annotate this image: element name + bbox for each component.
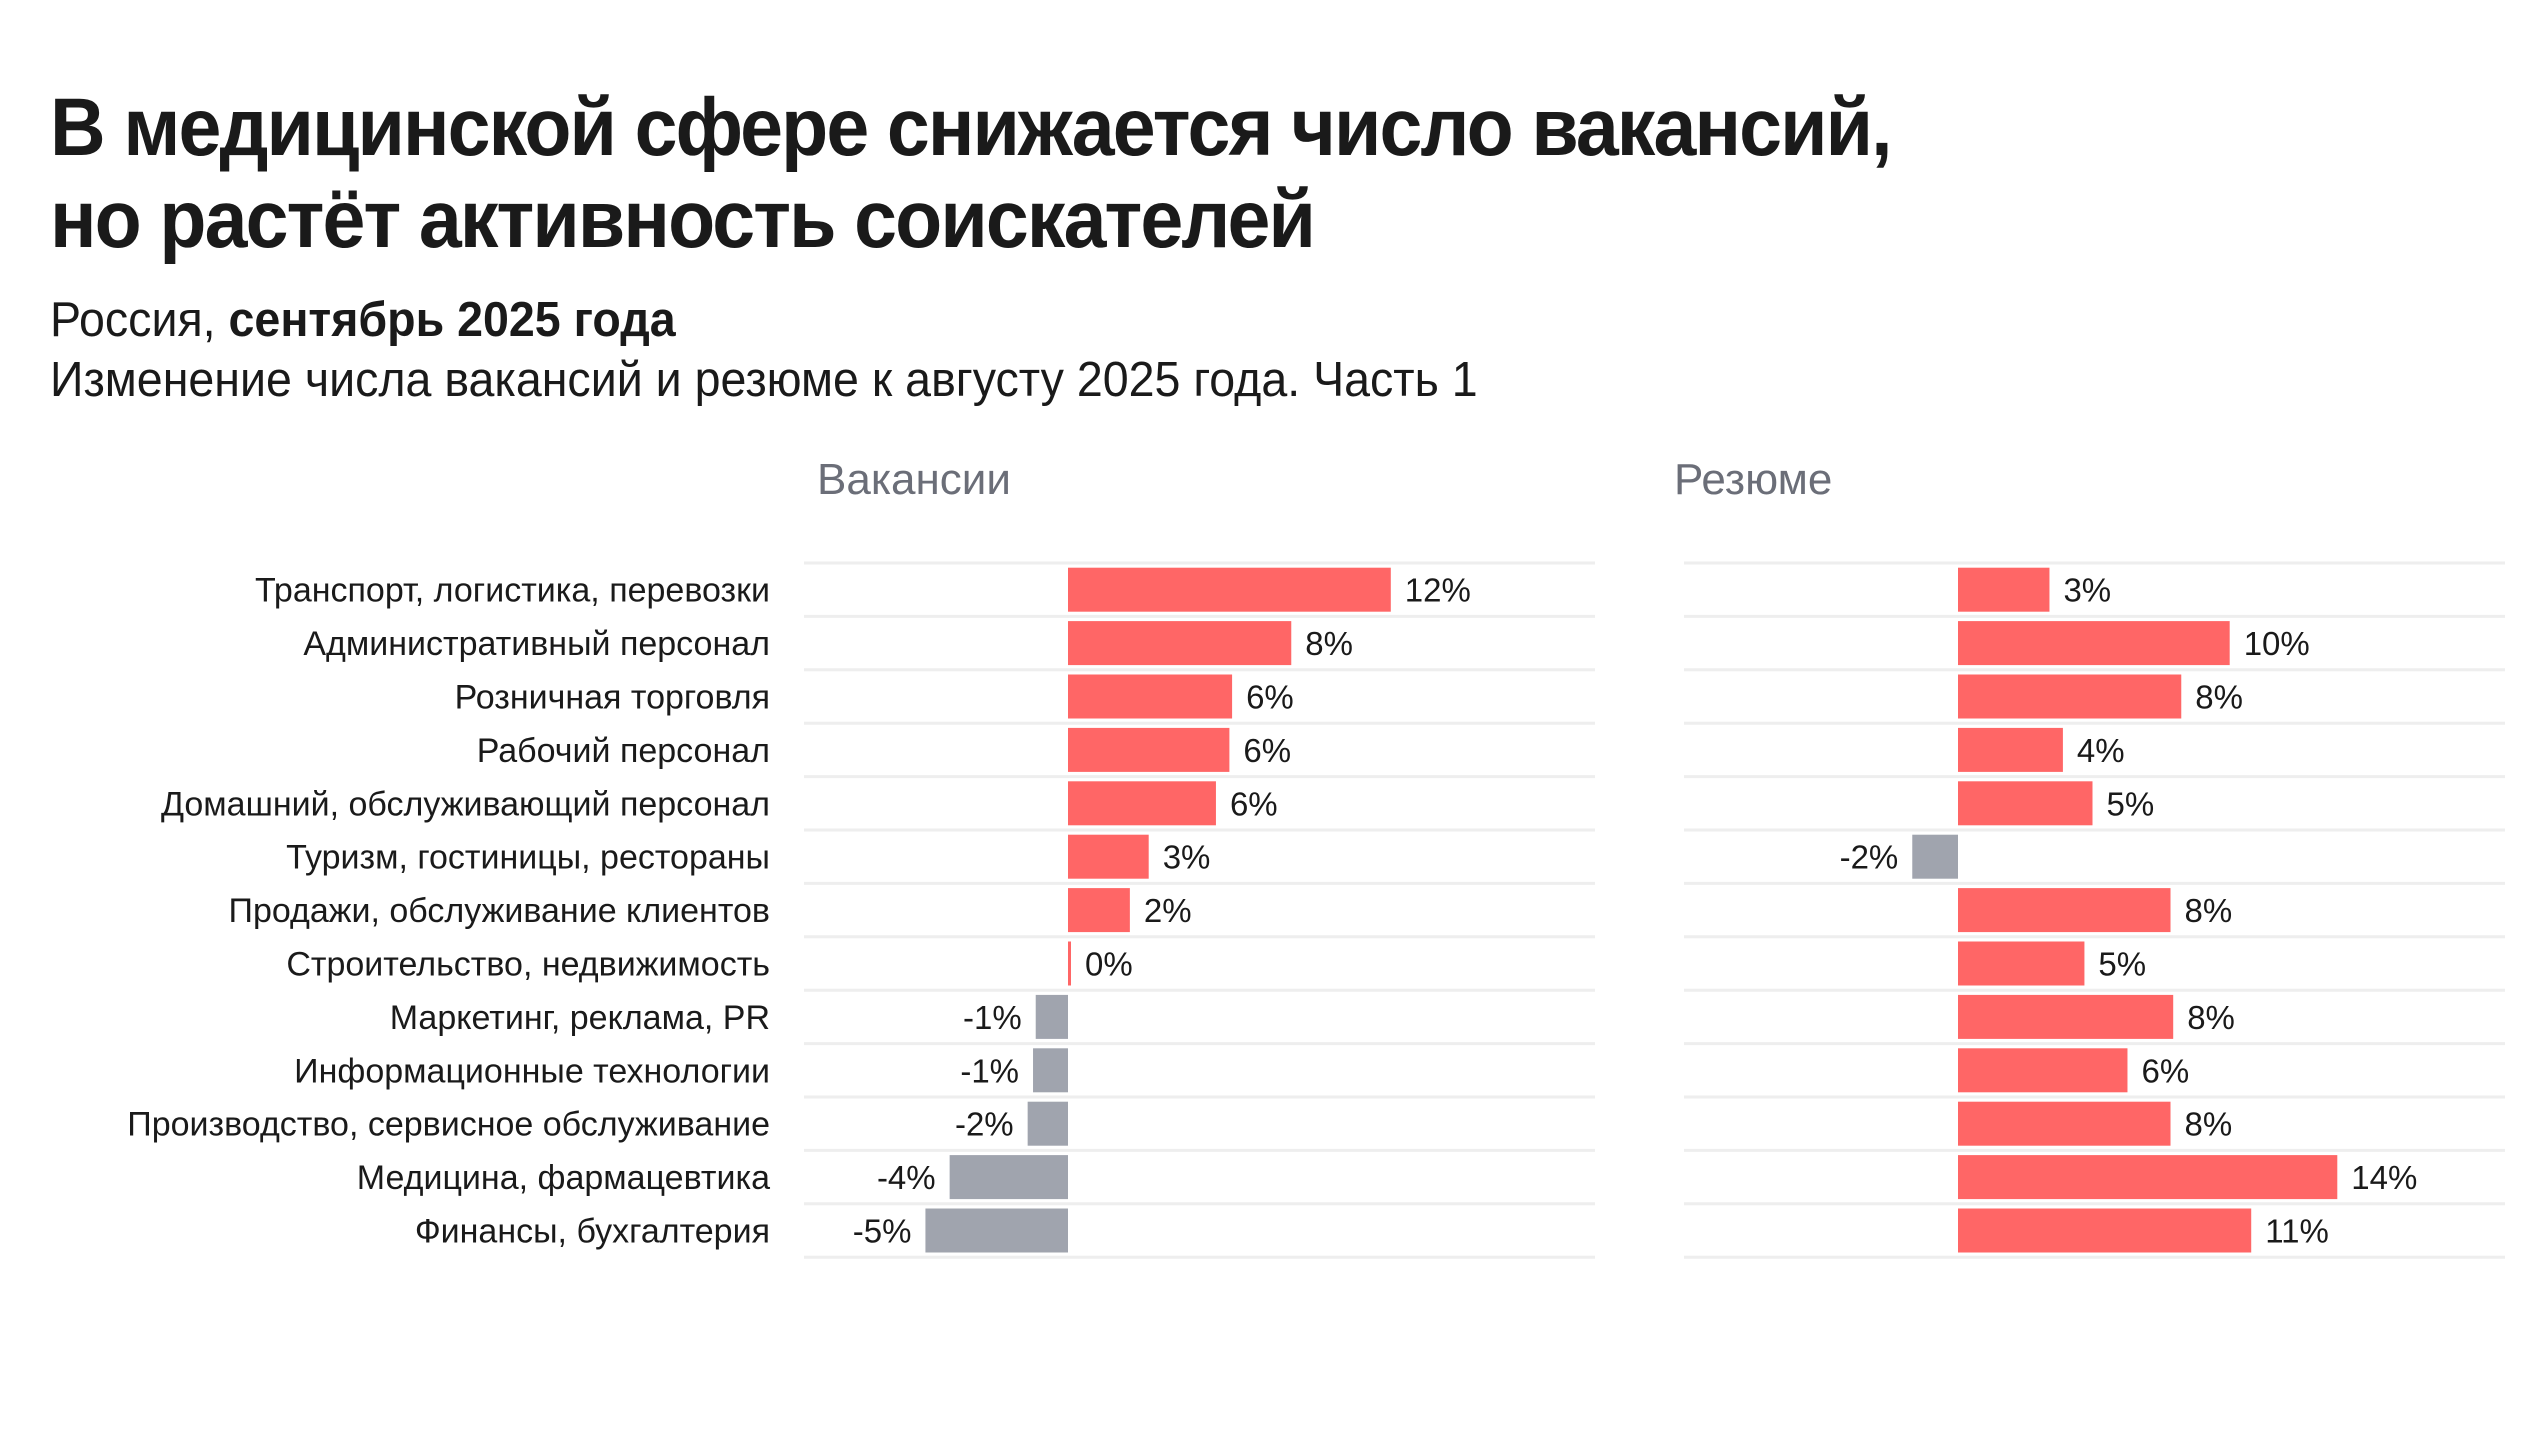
panel-title-vacancies: Вакансии (817, 455, 1011, 504)
data-label-vacancies: 6% (1230, 785, 1278, 822)
category-label: Административный персонал (303, 625, 770, 663)
bar-resumes (1958, 727, 2063, 772)
bar-vacancies (1068, 781, 1216, 826)
data-label-resumes: 3% (2063, 572, 2111, 609)
data-label-resumes: 6% (2141, 1052, 2189, 1089)
chart-description: Изменение числа вакансий и резюме к авгу… (50, 353, 1478, 407)
bar-vacancies (1068, 567, 1391, 612)
panel-title-resumes: Резюме (1674, 455, 1833, 504)
bar-resumes (1958, 621, 2230, 666)
data-label-resumes: 8% (2195, 679, 2243, 716)
category-label: Строительство, недвижимость (286, 946, 770, 984)
chart-subtitle: Россия, сентябрь 2025 года (50, 290, 676, 350)
chart-title: В медицинской сфере снижается число вака… (50, 82, 1893, 266)
category-label: Производство, сервисное обслуживание (127, 1106, 770, 1144)
data-label-resumes: 8% (2185, 1106, 2233, 1143)
bar-resumes (1958, 1101, 2171, 1146)
chart-title-line-1: В медицинской сфере снижается число вака… (50, 82, 1893, 173)
bar-vacancies (925, 1208, 1068, 1253)
bar-vacancies (1068, 888, 1130, 933)
data-label-resumes: 8% (2187, 999, 2235, 1036)
category-label: Медицина, фармацевтика (357, 1159, 770, 1197)
subtitle-period: сентябрь 2025 года (228, 293, 676, 347)
data-label-vacancies: 12% (1405, 572, 1471, 609)
data-label-vacancies: -5% (853, 1213, 912, 1250)
data-label-vacancies: -1% (963, 999, 1022, 1036)
category-label: Транспорт, логистика, перевозки (255, 572, 770, 610)
bar-resumes (1958, 1155, 2338, 1200)
bar-vacancies (1035, 994, 1068, 1039)
data-label-vacancies: 6% (1243, 732, 1291, 769)
subtitle-region: Россия, (50, 293, 216, 347)
bar-resumes (1958, 674, 2182, 719)
data-label-vacancies: 2% (1144, 892, 1192, 929)
bar-resumes (1912, 834, 1958, 879)
data-label-vacancies: -1% (960, 1052, 1019, 1089)
data-label-resumes: 11% (2265, 1213, 2329, 1250)
bar-vacancies (1068, 674, 1233, 719)
data-label-vacancies: 6% (1246, 679, 1294, 716)
data-label-resumes: 5% (2098, 946, 2146, 983)
bar-resumes (1958, 1208, 2252, 1253)
category-label: Информационные технологии (294, 1052, 770, 1090)
category-label: Продажи, обслуживание клиентов (229, 892, 771, 930)
data-label-vacancies: 8% (1305, 625, 1353, 662)
data-label-resumes: 5% (2107, 785, 2155, 822)
data-label-resumes: 14% (2351, 1159, 2417, 1196)
category-label: Розничная торговля (455, 679, 770, 717)
category-label: Рабочий персонал (477, 732, 770, 770)
data-label-resumes: -2% (1840, 839, 1899, 876)
bar-vacancies (1033, 1048, 1068, 1093)
bar-resumes (1958, 941, 2085, 986)
category-label: Маркетинг, реклама, PR (390, 999, 770, 1037)
bar-vacancies (1068, 834, 1149, 879)
data-label-resumes: 4% (2077, 732, 2125, 769)
bar-vacancies (1068, 727, 1230, 772)
data-label-resumes: 10% (2244, 625, 2310, 662)
chart-title-line-2: но растёт активность соискателей (50, 174, 1316, 265)
data-label-vacancies: 3% (1163, 839, 1211, 876)
category-label: Домашний, обслуживающий персонал (161, 785, 770, 823)
data-label-vacancies: -4% (877, 1159, 936, 1196)
category-label: Финансы, бухгалтерия (415, 1213, 770, 1251)
category-label: Туризм, гостиницы, рестораны (286, 839, 770, 877)
bar-resumes (1958, 781, 2093, 826)
data-label-vacancies: 0% (1085, 946, 1133, 983)
data-label-vacancies: -2% (955, 1106, 1014, 1143)
data-label-resumes: 8% (2185, 892, 2233, 929)
bar-vacancies (949, 1155, 1068, 1200)
bar-resumes (1958, 888, 2171, 933)
bar-resumes (1958, 567, 2050, 612)
bar-vacancies (1068, 941, 1071, 986)
bar-resumes (1958, 1048, 2128, 1093)
bar-resumes (1958, 994, 2174, 1039)
bar-vacancies (1027, 1101, 1068, 1146)
bar-vacancies (1068, 621, 1292, 666)
